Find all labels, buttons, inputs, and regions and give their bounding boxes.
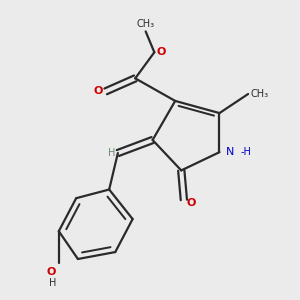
Text: CH₃: CH₃ bbox=[136, 19, 155, 29]
Text: H: H bbox=[108, 148, 115, 158]
Text: H: H bbox=[49, 278, 56, 288]
Text: N: N bbox=[226, 147, 234, 157]
Text: O: O bbox=[94, 86, 103, 96]
Text: O: O bbox=[47, 267, 56, 277]
Text: CH₃: CH₃ bbox=[251, 89, 269, 99]
Text: -H: -H bbox=[241, 147, 252, 157]
Text: O: O bbox=[157, 47, 166, 57]
Text: O: O bbox=[187, 197, 196, 208]
